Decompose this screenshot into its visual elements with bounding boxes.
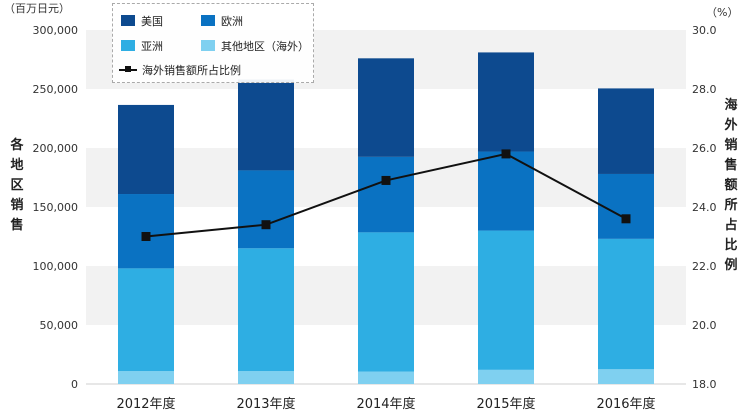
x-tick-label: 2012年度 [116,396,175,410]
right-tick-label: 28.0 [692,83,717,96]
bar-segment [598,173,654,239]
x-axis-ticks: 2012年度 2013年度 2014年度 2015年度 2016年度 [116,396,655,410]
x-tick-label: 2014年度 [356,396,415,410]
right-tick-label: 20.0 [692,319,717,332]
bar-segment [238,79,294,171]
legend-label: 海外销售额所占比例 [142,64,241,77]
share-point [501,149,511,159]
legend-label: 亚洲 [141,40,163,53]
left-tick-label: 100,000 [33,260,79,273]
legend-item-share: 海外销售额所占比例 [119,62,241,78]
bar-segment [118,371,174,384]
legend-line-marker [119,64,137,75]
x-tick-label: 2013年度 [236,396,295,410]
bar-segment [358,371,414,384]
bars [118,52,654,384]
left-tick-label: 200,000 [33,142,79,155]
bar-segment [598,369,654,384]
share-point [261,220,271,230]
right-tick-label: 24.0 [692,201,717,214]
share-line [141,149,631,241]
left-tick-label: 250,000 [33,83,79,96]
bar-segment [118,194,174,269]
right-axis-label: 海外销售额所占比例 [724,98,738,273]
left-tick-label: 300,000 [33,24,79,37]
x-tick-label: 2016年度 [596,396,655,410]
legend-item-other: 其他地区（海外） [201,38,309,54]
bar-segment [118,104,174,195]
right-tick-label: 22.0 [692,260,717,273]
bar-segment [478,230,534,370]
left-tick-label: 50,000 [40,319,79,332]
bar-segment [358,156,414,233]
bar-segment [478,52,534,152]
legend-swatch [121,40,135,51]
legend-item-europe: 欧洲 [201,13,243,29]
bar-segment [358,232,414,372]
right-tick-label: 26.0 [692,142,717,155]
legend-swatch [201,15,215,26]
share-point [141,232,151,241]
left-tick-label: 0 [71,378,78,391]
left-axis-label: 各地区销售 [10,138,24,233]
legend-swatch [201,40,215,51]
legend-label: 其他地区（海外） [221,40,309,53]
share-point [621,214,631,224]
share-point [381,175,391,185]
bar-segment [118,268,174,372]
legend-label: 欧洲 [221,15,243,28]
legend-item-asia: 亚洲 [121,38,163,54]
bar-segment [238,170,294,249]
left-tick-label: 150,000 [33,201,79,214]
left-axis-ticks: 0 50,000 100,000 150,000 200,000 250,000 300,0… [33,24,79,391]
bar-segment [238,248,294,372]
legend: 美国 欧洲 亚洲 其他地区（海外） 海外销售额所占比例 [112,3,314,83]
legend-label: 美国 [141,15,163,28]
left-axis-unit: （百万日元） [4,2,70,15]
right-tick-label: 18.0 [692,378,717,391]
legend-swatch [121,15,135,26]
x-tick-label: 2015年度 [476,396,535,410]
bar-segment [478,369,534,384]
bar-segment [598,88,654,174]
legend-item-usa: 美国 [121,13,163,29]
bar-segment [238,371,294,384]
right-axis-unit: （%） [706,6,739,19]
right-axis-ticks: 18.0 20.0 22.0 24.0 26.0 28.0 30.0 [692,24,717,391]
right-tick-label: 30.0 [692,24,717,37]
bar-segment [358,58,414,157]
bar-segment [598,238,654,370]
